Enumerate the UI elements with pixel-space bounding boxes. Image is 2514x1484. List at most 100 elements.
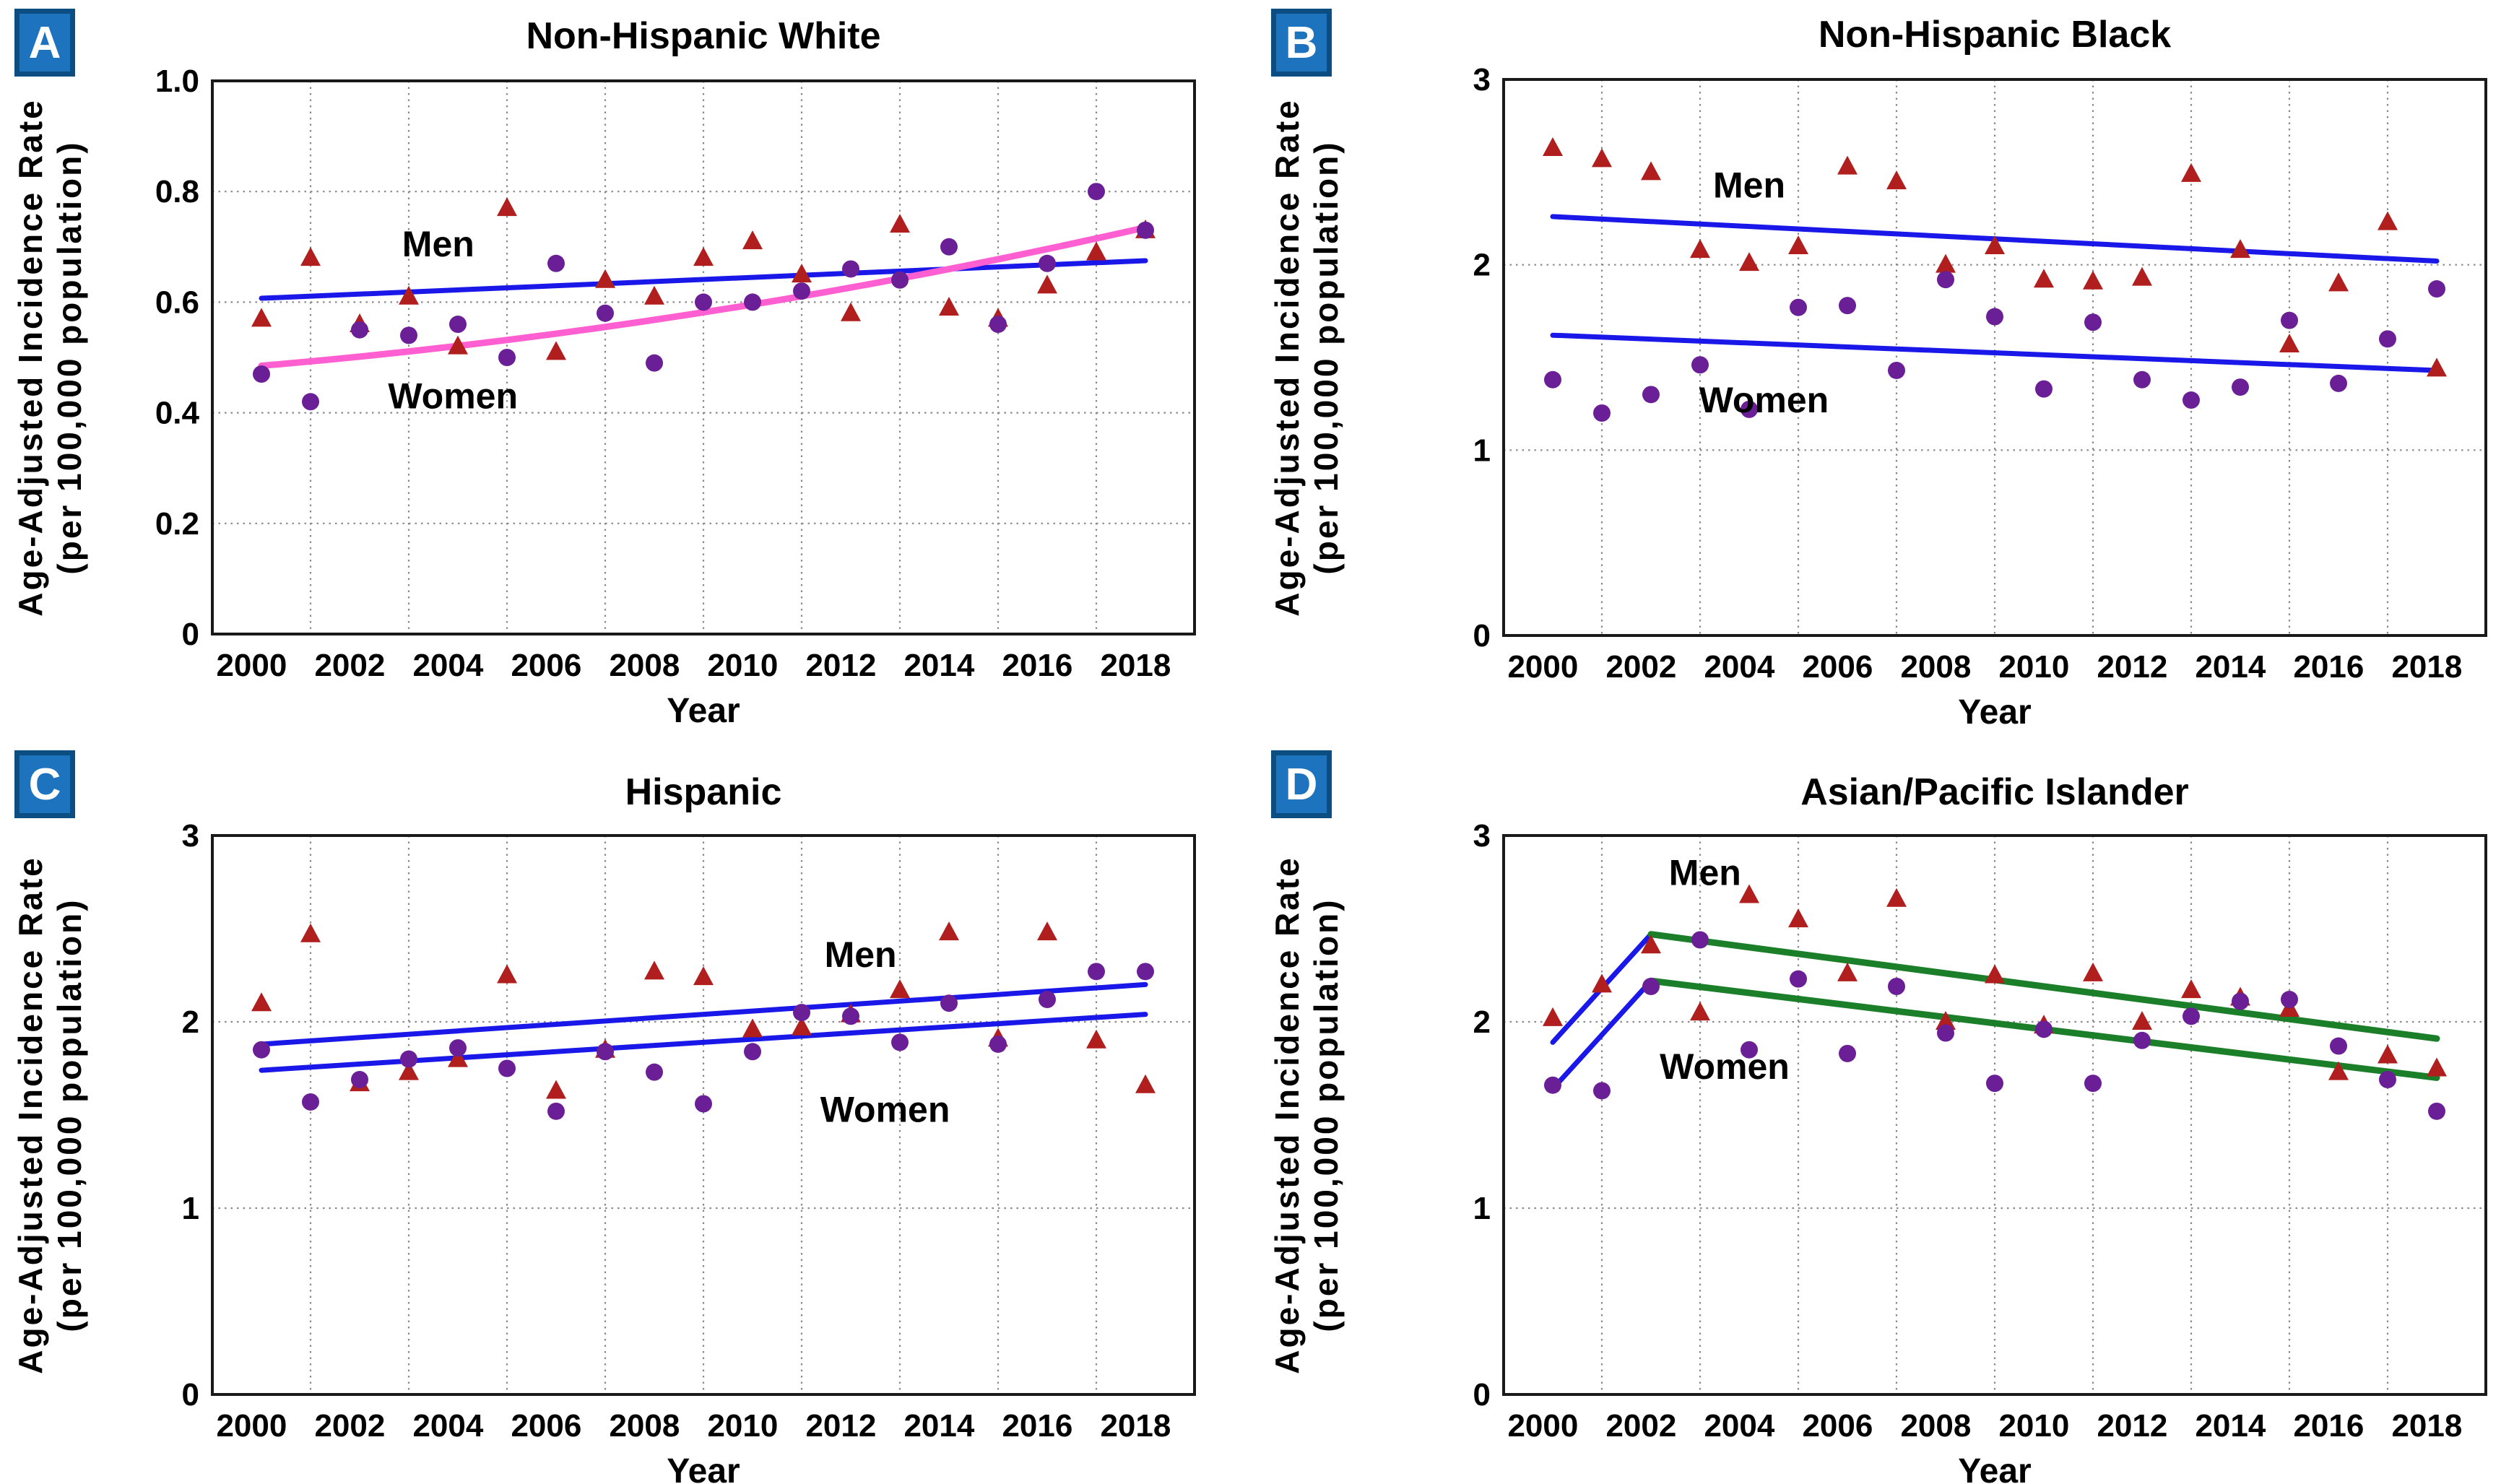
y-tick-label: 1.0 bbox=[155, 64, 199, 99]
x-tick-label: 2000 bbox=[1507, 1408, 1578, 1444]
data-point-women bbox=[1839, 297, 1856, 315]
axis-title-x: Year bbox=[667, 1452, 740, 1484]
data-point-women bbox=[1088, 183, 1105, 201]
data-point-women bbox=[1986, 1075, 2003, 1093]
data-point-men bbox=[2427, 1057, 2447, 1077]
series-label-women: Women bbox=[388, 376, 518, 417]
data-point-women bbox=[695, 1095, 712, 1113]
data-point-men bbox=[2034, 269, 2054, 288]
data-point-women bbox=[597, 304, 614, 322]
data-point-men bbox=[1086, 241, 1106, 261]
y-tick-label: 0.6 bbox=[155, 285, 199, 320]
data-point-men bbox=[2132, 266, 2152, 286]
axis-title-x: Year bbox=[1958, 693, 2031, 732]
data-point-men bbox=[644, 285, 664, 305]
x-tick-label: 2006 bbox=[1802, 1408, 1873, 1444]
x-tick-label: 2004 bbox=[412, 1408, 483, 1444]
data-point-women bbox=[1741, 1041, 1758, 1059]
data-point-women bbox=[1137, 963, 1154, 981]
plot-frame bbox=[211, 834, 1196, 1396]
chart-plot-hispanic: 0 1 2 3 2000 2002 2004 2006 2008 2010 2012 2014 2016… bbox=[12, 818, 1196, 1484]
series-label-women: Women bbox=[820, 1089, 950, 1129]
data-point-men bbox=[1086, 1029, 1106, 1049]
x-tick-label: 2014 bbox=[903, 648, 974, 683]
data-point-men bbox=[742, 1018, 763, 1038]
data-point-men bbox=[1543, 1007, 1563, 1026]
panel-badge-a: A bbox=[14, 9, 75, 77]
data-point-men bbox=[2181, 162, 2201, 182]
data-point-women bbox=[2281, 991, 2298, 1009]
data-point-women bbox=[449, 316, 467, 334]
data-point-men bbox=[1985, 964, 2005, 984]
data-point-men bbox=[2378, 211, 2398, 230]
data-point-women bbox=[891, 271, 909, 289]
trendline-men bbox=[1647, 931, 2440, 1042]
data-point-men bbox=[2328, 1061, 2349, 1080]
data-point-women bbox=[597, 1043, 614, 1061]
chart-title-non-hispanic-black: Non-Hispanic Black bbox=[1818, 14, 2172, 56]
data-point-men bbox=[1592, 973, 1612, 993]
series-label-men: Men bbox=[1669, 853, 1741, 893]
x-tick-label: 2010 bbox=[1998, 1408, 2069, 1444]
x-tick-label: 2012 bbox=[2097, 649, 2167, 685]
data-point-women bbox=[842, 260, 859, 278]
axis-title-y-line2: (per 100,000 population) bbox=[51, 898, 88, 1332]
data-point-women bbox=[2183, 1007, 2200, 1025]
x-tick-label: 2014 bbox=[903, 1408, 974, 1444]
data-point-women bbox=[2133, 1031, 2151, 1049]
data-point-women bbox=[1593, 1082, 1611, 1100]
trendline-women bbox=[259, 1012, 1148, 1073]
data-point-women bbox=[1790, 298, 1807, 316]
x-tick-label: 2010 bbox=[707, 648, 778, 683]
data-point-women bbox=[2428, 280, 2445, 298]
data-point-men bbox=[1886, 170, 1907, 190]
axis-title-x: Year bbox=[667, 692, 740, 730]
data-point-women bbox=[1839, 1044, 1856, 1062]
data-point-men bbox=[1641, 934, 1661, 954]
panel-badge-c: C bbox=[14, 750, 75, 818]
data-point-women bbox=[547, 254, 565, 272]
data-point-women bbox=[2035, 1020, 2053, 1038]
data-point-women bbox=[695, 293, 712, 311]
y-tick-label: 0 bbox=[1473, 1377, 1491, 1413]
panel-asian-pacific-islander: D Asian/Pacific Islander 0 1 2 3 2000 2002 200… bbox=[1257, 742, 2514, 1484]
series-label-men: Men bbox=[825, 934, 897, 975]
data-point-women bbox=[2281, 311, 2298, 329]
x-tick-label: 2014 bbox=[2195, 649, 2266, 685]
trendline-women bbox=[1550, 332, 2440, 373]
data-point-women bbox=[2133, 370, 2151, 389]
axis-title-y-line2: (per 100,000 population) bbox=[51, 140, 88, 574]
data-point-men bbox=[1739, 884, 1759, 903]
data-point-men bbox=[1886, 888, 1907, 907]
data-point-women bbox=[793, 282, 810, 300]
data-point-women bbox=[1593, 404, 1611, 422]
data-point-women bbox=[1039, 991, 1056, 1009]
axis-title-y-line2: (per 100,000 population) bbox=[1307, 140, 1345, 574]
data-point-women bbox=[1741, 400, 1758, 418]
data-point-women bbox=[1544, 1076, 1561, 1094]
data-point-women bbox=[1888, 361, 1905, 379]
data-point-men bbox=[1936, 1011, 1956, 1030]
x-tick-label: 2008 bbox=[609, 1408, 680, 1444]
data-point-women bbox=[449, 1039, 467, 1057]
data-point-men bbox=[1837, 155, 1858, 175]
data-point-women bbox=[1088, 963, 1105, 981]
y-tick-label: 0 bbox=[182, 617, 199, 652]
data-point-men bbox=[1788, 908, 1808, 928]
x-tick-label: 2012 bbox=[805, 648, 876, 683]
y-tick-label: 1 bbox=[182, 1191, 199, 1226]
data-point-men bbox=[2279, 334, 2300, 353]
data-point-women bbox=[2183, 391, 2200, 409]
data-point-men bbox=[2230, 239, 2250, 259]
x-tick-label: 2006 bbox=[1802, 649, 1873, 685]
data-point-men bbox=[792, 264, 812, 283]
data-point-men bbox=[742, 230, 763, 250]
x-tick-label: 2004 bbox=[412, 648, 483, 683]
panel-badge-d: D bbox=[1271, 750, 1332, 818]
data-point-men bbox=[1788, 235, 1808, 254]
x-tick-label: 2008 bbox=[1900, 649, 1971, 685]
x-tick-label: 2016 bbox=[2293, 1408, 2364, 1444]
x-tick-label: 2008 bbox=[609, 648, 680, 683]
trendline-men bbox=[259, 981, 1148, 1047]
